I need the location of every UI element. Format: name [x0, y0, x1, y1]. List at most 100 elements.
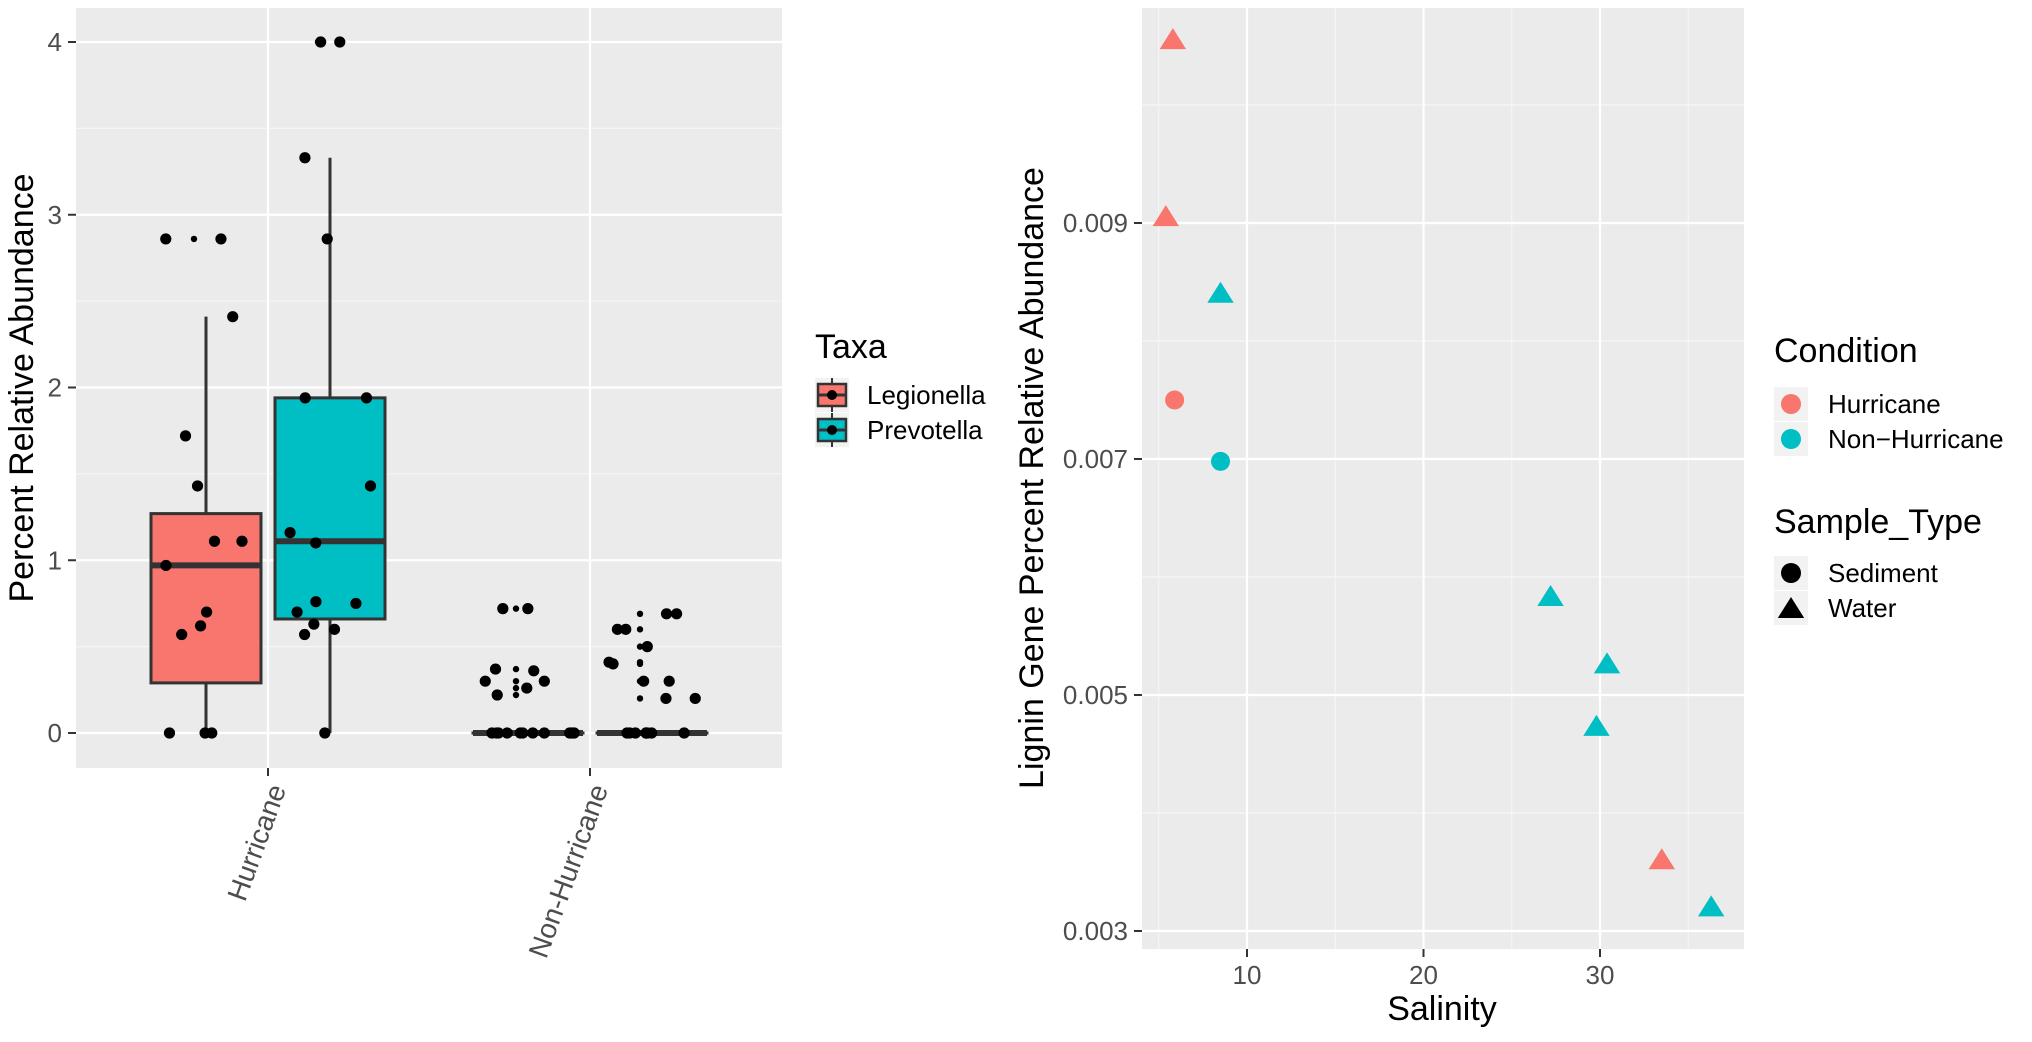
box-data-point: [661, 608, 672, 619]
box-data-point: [660, 693, 671, 704]
condition-legend-title: Condition: [1774, 332, 1918, 370]
box-data-point: [310, 596, 321, 607]
scatter-point-sediment: [1211, 452, 1230, 471]
box-chart: 0 1 2 3 4 Hurricane Non-Hurricane Percent Rel…: [3, 8, 986, 962]
box-data-point: [236, 536, 247, 547]
box-data-point: [291, 606, 302, 617]
scatter-y-tick-label: 0.009: [1063, 208, 1128, 238]
condition-legend-key: [1781, 394, 1801, 414]
box-data-point: [164, 727, 175, 738]
box-data-point: [603, 657, 614, 668]
box-outlier-point: [637, 695, 643, 701]
box-data-point: [192, 480, 203, 491]
box-y-tick-label: 3: [48, 200, 62, 230]
scatter-y-tick-label: 0.005: [1063, 680, 1128, 710]
box-data-point: [329, 624, 340, 635]
box-data-point: [195, 620, 206, 631]
box-data-point: [539, 727, 550, 738]
box-data-point: [180, 430, 191, 441]
sample-type-legend-title: Sample_Type: [1774, 503, 1982, 541]
box-data-point: [215, 233, 226, 244]
box-data-point: [671, 608, 682, 619]
scatter-x-ticks: 10 20 30: [1233, 949, 1615, 990]
taxa-legend-key-point: [827, 425, 837, 435]
scatter-legends: Condition Sample_Type HurricaneNon−Hurri…: [1774, 332, 2004, 625]
box-outlier-point: [513, 666, 519, 672]
box-data-point: [638, 676, 649, 687]
box-data-point: [308, 619, 319, 630]
scatter-y-tick-label: 0.007: [1063, 444, 1128, 474]
box-data-point: [522, 603, 533, 614]
taxa-legend-label: Prevotella: [867, 415, 983, 445]
box-data-point: [539, 676, 550, 687]
box-outlier-point: [513, 685, 519, 691]
box-data-point: [621, 727, 632, 738]
box-y-axis-title: Percent Relative Abundance: [3, 173, 41, 602]
scatter-x-tick-label: 20: [1409, 960, 1438, 990]
box-y-tick-label: 2: [48, 373, 62, 403]
box-y-tick-label: 1: [48, 545, 62, 575]
box-data-point: [284, 527, 295, 538]
box-data-point: [160, 233, 171, 244]
box-outlier-point: [637, 611, 643, 617]
box-data-point: [299, 152, 310, 163]
box-data-point: [690, 693, 701, 704]
box-data-point: [490, 663, 501, 674]
box-data-point: [319, 727, 330, 738]
box-y-tick-label: 0: [48, 718, 62, 748]
box-data-point: [642, 641, 653, 652]
box-data-point: [480, 676, 491, 687]
box-x-tick-label: Non-Hurricane: [523, 780, 614, 962]
box-data-point: [664, 676, 675, 687]
taxa-legend-label: Legionella: [867, 380, 986, 410]
scatter-x-tick-label: 30: [1586, 960, 1615, 990]
box-data-point: [322, 233, 333, 244]
box-data-point: [502, 727, 513, 738]
box-data-point: [206, 727, 217, 738]
box-data-point: [361, 392, 372, 403]
box-x-tick-label: Hurricane: [221, 780, 292, 905]
box-data-point: [492, 689, 503, 700]
box-data-point: [515, 727, 526, 738]
sample-type-legend-label: Sediment: [1828, 558, 1939, 588]
box-data-point: [365, 480, 376, 491]
box-data-point: [201, 606, 212, 617]
taxa-legend-title: Taxa: [815, 328, 887, 366]
box-outlier-point: [637, 661, 643, 667]
box-data-point: [227, 311, 238, 322]
box-outlier-point: [513, 692, 519, 698]
sample-type-legend-label: Water: [1828, 593, 1897, 623]
box-data-point: [300, 392, 311, 403]
box-data-point: [350, 598, 361, 609]
scatter-panel-background: [1142, 8, 1744, 949]
box-data-point: [299, 629, 310, 640]
box-outlier-point: [637, 626, 643, 632]
box-data-point: [176, 629, 187, 640]
box-data-point: [315, 36, 326, 47]
condition-legend-label: Hurricane: [1828, 389, 1941, 419]
box-data-point: [528, 665, 539, 676]
box-data-point: [569, 727, 580, 738]
box-data-point: [310, 537, 321, 548]
scatter-x-axis-title: Salinity: [1387, 990, 1497, 1028]
scatter-x-tick-label: 10: [1233, 960, 1262, 990]
box-y-ticks: 0 1 2 3 4: [48, 27, 76, 748]
box-data-point: [491, 727, 502, 738]
box-data-point: [527, 727, 538, 738]
box-data-point: [641, 727, 652, 738]
scatter-y-axis-title: Lignin Gene Percent Relative Abundance: [1013, 167, 1051, 789]
taxa-legend-key-point: [827, 390, 837, 400]
box-outlier-point: [191, 236, 197, 242]
box-data-point: [209, 536, 220, 547]
box-iqr-prevotella: [275, 398, 385, 619]
box-data-point: [679, 727, 690, 738]
sample-type-legend-key-sediment: [1781, 563, 1801, 583]
box-outlier-point: [513, 678, 519, 684]
taxa-legend: Taxa Legionella Prevotella: [815, 328, 986, 447]
box-data-point: [620, 624, 631, 635]
box-x-ticks: Hurricane Non-Hurricane: [221, 768, 614, 962]
box-y-tick-label: 4: [48, 27, 62, 57]
condition-legend-key: [1781, 429, 1801, 449]
box-outlier-point: [513, 605, 519, 611]
